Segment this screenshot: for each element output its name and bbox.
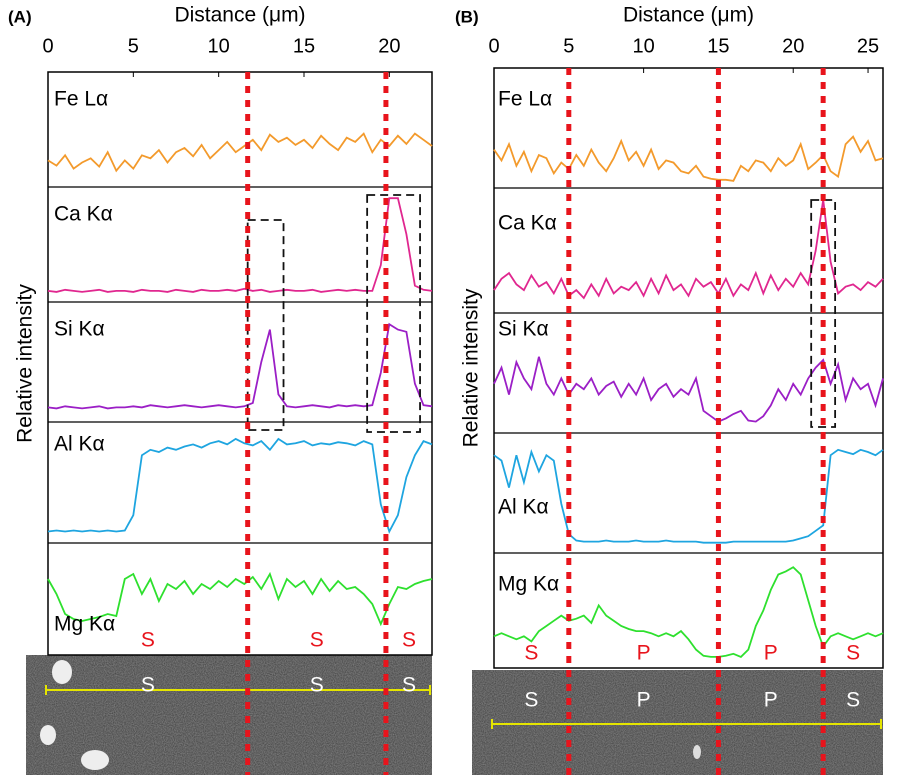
series-label: Mg Kα [54, 613, 115, 636]
bright-grain [52, 660, 72, 684]
image-region-label: S [402, 674, 416, 697]
x-tick-label: 5 [563, 35, 574, 57]
x-tick-label: 0 [488, 35, 499, 57]
plot-frame [47, 71, 433, 656]
line-series [47, 571, 433, 627]
region-label: P [764, 642, 778, 665]
series-label: Fe Lα [498, 88, 552, 111]
x-axis-title: Distance (μm) [174, 4, 305, 27]
region-label: S [846, 642, 860, 665]
x-tick-label: 20 [782, 35, 804, 57]
line-series [493, 566, 884, 658]
image-region-label: P [764, 689, 778, 712]
line-series [493, 135, 884, 182]
x-tick-label: 0 [42, 35, 53, 57]
line-series [493, 448, 884, 544]
bright-grain [693, 745, 701, 759]
image-region-label: S [846, 689, 860, 712]
image-region-label: S [524, 689, 538, 712]
micrograph-grain [472, 670, 883, 775]
series-label: Al Kα [498, 496, 549, 519]
series-label: Mg Kα [498, 573, 559, 596]
line-series [47, 322, 433, 410]
y-axis-title: Relative intensity [460, 288, 483, 447]
x-tick-label: 15 [293, 35, 315, 57]
x-tick-label: 15 [707, 35, 729, 57]
region-label: S [402, 629, 416, 652]
region-label: S [310, 629, 324, 652]
region-label: S [141, 629, 155, 652]
line-series [493, 356, 884, 423]
image-region-label: S [141, 674, 155, 697]
x-tick-label: 10 [632, 35, 654, 57]
region-label: S [524, 642, 538, 665]
highlight-box [246, 219, 285, 431]
y-axis-title: Relative intensity [14, 284, 37, 443]
line-series [47, 437, 433, 534]
bright-grain [40, 725, 56, 745]
panel-label: (A) [8, 7, 32, 26]
bright-grain [81, 750, 109, 770]
x-tick-label: 20 [378, 35, 400, 57]
line-series [493, 199, 884, 300]
series-label: Al Kα [54, 433, 105, 456]
panel-label: (B) [455, 7, 479, 26]
image-region-label: S [310, 674, 324, 697]
series-label: Fe Lα [54, 88, 108, 111]
series-label: Si Kα [498, 318, 549, 341]
image-region-label: P [637, 689, 651, 712]
series-label: Si Kα [54, 318, 105, 341]
plot-frame [493, 67, 884, 669]
region-label: P [637, 642, 651, 665]
x-tick-label: 5 [128, 35, 139, 57]
x-axis-title: Distance (μm) [623, 4, 754, 27]
series-label: Ca Kα [54, 203, 113, 226]
highlight-box [810, 199, 837, 428]
x-tick-label: 25 [857, 35, 879, 57]
highlight-box [366, 194, 421, 433]
line-series [47, 132, 433, 173]
series-label: Ca Kα [498, 212, 557, 235]
x-tick-label: 10 [208, 35, 230, 57]
